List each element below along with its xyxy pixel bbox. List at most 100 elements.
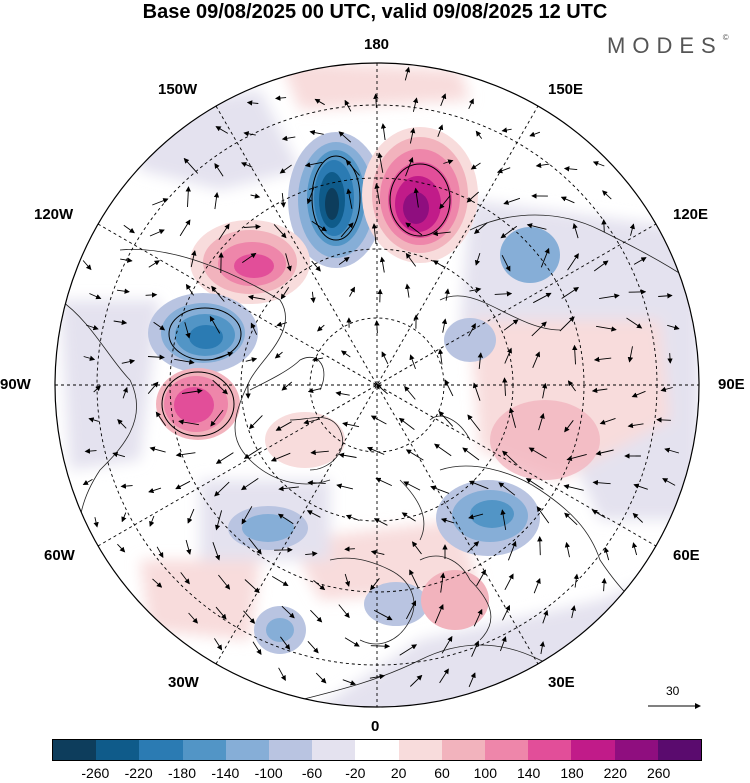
colorbar <box>52 739 702 761</box>
wind-vector <box>314 98 325 106</box>
wind-vector <box>536 506 550 524</box>
wind-vector <box>409 127 416 144</box>
wind-vector <box>310 609 323 623</box>
wind-vector <box>441 318 448 333</box>
wind-vector <box>279 164 292 174</box>
anomaly-low-west-siberia <box>436 480 540 556</box>
wind-vector <box>281 381 293 391</box>
wind-vector <box>532 292 552 304</box>
wind-vector <box>440 93 447 107</box>
wind-vector <box>631 542 638 556</box>
wind-vector <box>210 409 224 427</box>
wind-vector <box>280 636 291 650</box>
wind-vectors <box>82 66 680 688</box>
wind-vector <box>185 539 192 555</box>
colorbar-tick-label: -100 <box>254 765 283 781</box>
wind-vector <box>500 509 507 530</box>
wind-vector <box>185 186 191 208</box>
wind-vector <box>469 287 482 293</box>
wind-vector <box>212 542 221 561</box>
wind-vector <box>213 351 234 360</box>
wind-vector <box>664 447 680 454</box>
wind-vector <box>462 447 480 461</box>
wind-vector <box>401 512 416 522</box>
lon-label-60e: 60E <box>673 547 700 564</box>
wind-vector <box>631 390 646 398</box>
wind-vector <box>603 547 610 561</box>
anomaly-high-alaska <box>190 220 310 304</box>
wind-vector <box>472 382 481 401</box>
wind-vector <box>437 124 444 137</box>
wind-vector <box>285 253 292 272</box>
wind-vector <box>313 580 326 591</box>
wind-vector <box>306 510 321 518</box>
wind-vector <box>541 382 548 399</box>
anomaly-centers <box>148 127 600 654</box>
wind-vector <box>377 152 384 173</box>
wind-vector <box>563 484 584 491</box>
wind-vector <box>572 223 579 239</box>
wind-vector <box>476 569 486 587</box>
wind-vector <box>658 293 673 299</box>
wind-vector <box>542 609 549 624</box>
wind-vector <box>311 260 321 272</box>
wind-vector <box>373 609 393 621</box>
wind-vector <box>566 453 587 462</box>
wind-vector <box>174 358 195 365</box>
wind-vector <box>667 324 680 331</box>
anomaly-high-hudson <box>156 368 240 440</box>
wind-vector <box>307 640 319 654</box>
wind-vector <box>629 223 635 236</box>
wind-vector <box>403 481 421 491</box>
wind-vector <box>148 260 160 268</box>
wind-vector <box>502 450 518 466</box>
wind-vector <box>310 291 316 304</box>
wind-vector <box>145 292 158 298</box>
wind-vector <box>501 127 512 133</box>
lon-label-150w: 150W <box>158 81 198 98</box>
wind-vector <box>120 483 133 489</box>
colorbar-ticks: -260 -220 -180 -140 -100 -60 -20 20 60 100 140 180 2… <box>0 765 750 783</box>
wind-vector <box>243 447 262 459</box>
wind-vector <box>250 193 261 199</box>
wind-vector <box>121 512 127 523</box>
wind-vector <box>306 186 315 205</box>
wind-vector <box>117 543 126 553</box>
wind-vector <box>213 192 220 210</box>
wind-vector <box>187 508 195 524</box>
wind-vector <box>338 256 350 265</box>
wind-vector <box>570 605 576 619</box>
wind-vector <box>667 353 673 364</box>
wind-vector <box>273 224 287 239</box>
wind-vector <box>278 485 299 492</box>
wind-vector <box>152 578 163 588</box>
wind-vector <box>370 415 387 425</box>
wind-vector <box>592 161 605 167</box>
wind-vector <box>531 321 547 337</box>
wind-vector <box>310 449 329 456</box>
wind-vector <box>155 411 167 427</box>
wind-vector <box>276 321 288 327</box>
wind-vector <box>315 672 327 684</box>
wind-vector <box>214 510 223 531</box>
wind-vector <box>626 317 643 329</box>
wind-vector <box>123 224 135 234</box>
wind-vector <box>525 478 544 490</box>
wind-vector <box>593 356 612 363</box>
colorbar-bin <box>614 740 658 760</box>
wind-vector <box>309 129 324 136</box>
wind-vector <box>117 419 127 429</box>
wind-vector <box>508 407 517 428</box>
wind-vector <box>247 294 266 301</box>
wind-vector <box>243 610 256 624</box>
wind-vector <box>409 354 416 370</box>
wind-vector <box>434 603 444 624</box>
wind-vector <box>660 386 673 392</box>
anomaly-low-labrador <box>228 506 308 550</box>
wind-vector <box>349 286 355 297</box>
wind-vector <box>305 551 318 557</box>
colorbar-bin <box>355 740 399 760</box>
wind-vector <box>405 449 424 461</box>
wind-vector <box>496 167 511 174</box>
wind-vector <box>243 224 261 230</box>
